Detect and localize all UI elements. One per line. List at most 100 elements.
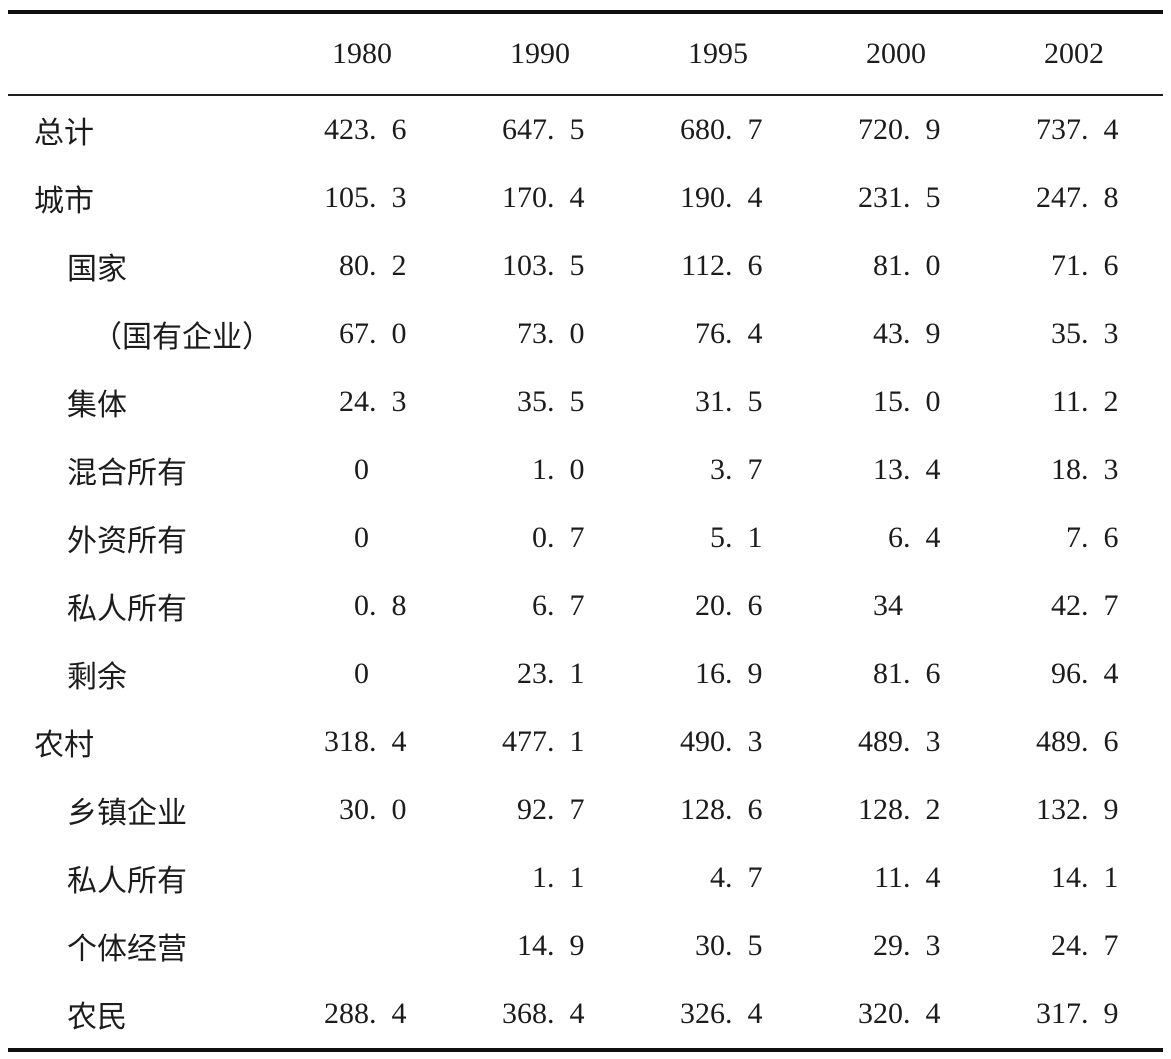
cell-value: 105. 3	[273, 164, 451, 232]
fraction-part: . 7	[1081, 929, 1119, 962]
integer-part: 128	[680, 793, 725, 826]
integer-part: 1	[532, 453, 547, 486]
integer-part: 103	[502, 249, 547, 282]
fraction-part: . 6	[725, 249, 763, 282]
cell-value: 318. 4	[273, 708, 451, 776]
number: 3. 7	[629, 453, 807, 487]
cell-value: 29. 3	[807, 912, 985, 980]
cell-value: 31. 5	[629, 368, 807, 436]
integer-part: 231	[858, 181, 903, 214]
column-header: 2000	[807, 12, 985, 96]
number: 13. 4	[807, 453, 985, 487]
integer-part: 0	[354, 453, 369, 486]
number: 170. 4	[451, 181, 629, 215]
number: 18. 3	[985, 453, 1163, 487]
integer-part: 288	[324, 997, 369, 1030]
number: 1. 0	[451, 453, 629, 487]
number: 326. 4	[629, 997, 807, 1031]
cell-value: 81. 0	[807, 232, 985, 300]
number: 368. 4	[451, 997, 629, 1031]
number: 67. 0	[273, 317, 451, 351]
integer-part: 30	[695, 929, 725, 962]
integer-part: 368	[502, 997, 547, 1030]
integer-part: 132	[1036, 793, 1081, 826]
number: 29. 3	[807, 929, 985, 963]
number: 30. 5	[629, 929, 807, 963]
row-label: 农民	[67, 1001, 127, 1034]
fraction-part: . 7	[725, 113, 763, 146]
integer-part: 43	[873, 317, 903, 350]
integer-part: 1	[532, 861, 547, 894]
fraction-part: . 5	[547, 113, 585, 146]
integer-part: 0	[354, 521, 369, 554]
integer-part: 7	[1066, 521, 1081, 554]
row-label: 乡镇企业	[67, 797, 187, 830]
number: 6. 7	[451, 589, 629, 623]
fraction-part: . 0	[547, 453, 585, 486]
data-table: 1980 1990 1995 2000 2002 总计 423. 6 647. 5 680. …	[8, 10, 1163, 1052]
integer-part: 11	[1052, 385, 1081, 418]
number: 317. 9	[985, 997, 1163, 1031]
cell-value: 20. 6	[629, 572, 807, 640]
fraction-part: . 3	[369, 385, 407, 418]
integer-part: 30	[339, 793, 369, 826]
integer-part: 326	[680, 997, 725, 1030]
cell-value: 43. 9	[807, 300, 985, 368]
integer-part: 11	[874, 861, 903, 894]
fraction-part: . 9	[903, 113, 941, 146]
integer-part: 18	[1051, 453, 1081, 486]
number: 132. 9	[985, 793, 1163, 827]
cell-value: 423. 6	[273, 95, 451, 164]
cell-value: 30. 0	[273, 776, 451, 844]
integer-part: 67	[339, 317, 369, 350]
integer-part: 489	[858, 725, 903, 758]
cell-value: 42. 7	[985, 572, 1163, 640]
number: 73. 0	[451, 317, 629, 351]
number: 0. 8	[273, 589, 451, 623]
fraction-part: . 6	[903, 657, 941, 690]
cell-value: 5. 1	[629, 504, 807, 572]
cell-value	[273, 912, 451, 980]
cell-value: 490. 3	[629, 708, 807, 776]
integer-part: 190	[680, 181, 725, 214]
integer-part: 96	[1051, 657, 1081, 690]
cell-value: 6. 7	[451, 572, 629, 640]
number: 247. 8	[985, 181, 1163, 215]
cell-value: 35. 3	[985, 300, 1163, 368]
integer-part: 6	[888, 521, 903, 554]
fraction-part: . 5	[547, 249, 585, 282]
fraction-part: . 8	[369, 589, 407, 622]
cell-value: 81. 6	[807, 640, 985, 708]
integer-part: 737	[1036, 113, 1081, 146]
integer-part: 71	[1051, 249, 1081, 282]
fraction-part: . 4	[1081, 657, 1119, 690]
row-label: 个体经营	[67, 933, 187, 966]
row-label: 国家	[67, 253, 127, 286]
integer-part: 81	[873, 657, 903, 690]
fraction-part: . 3	[725, 725, 763, 758]
cell-value: 326. 4	[629, 980, 807, 1050]
integer-part: 13	[873, 453, 903, 486]
cell-value: 15. 0	[807, 368, 985, 436]
column-header: 1995	[629, 12, 807, 96]
cell-value: 1. 0	[451, 436, 629, 504]
cell-value: 67. 0	[273, 300, 451, 368]
number: 35. 5	[451, 385, 629, 419]
number: 112. 6	[629, 249, 807, 283]
table-row: 集体 24. 3 35. 5 31. 5 15. 0 11. 2	[8, 368, 1163, 436]
fraction-part: . 9	[547, 929, 585, 962]
fraction-part: . 9	[1081, 793, 1119, 826]
table-row: 个体经营 14. 9 30. 5 29. 3 24. 7	[8, 912, 1163, 980]
number: 737. 4	[985, 113, 1163, 147]
integer-part: 14	[517, 929, 547, 962]
integer-part: 105	[324, 181, 369, 214]
number: 80. 2	[273, 249, 451, 283]
integer-part: 647	[502, 113, 547, 146]
number: 489. 3	[807, 725, 985, 759]
number: 190. 4	[629, 181, 807, 215]
fraction-part: . 4	[369, 997, 407, 1030]
fraction-part: . 1	[547, 725, 585, 758]
integer-part: 320	[858, 997, 903, 1030]
fraction-part: . 6	[369, 113, 407, 146]
